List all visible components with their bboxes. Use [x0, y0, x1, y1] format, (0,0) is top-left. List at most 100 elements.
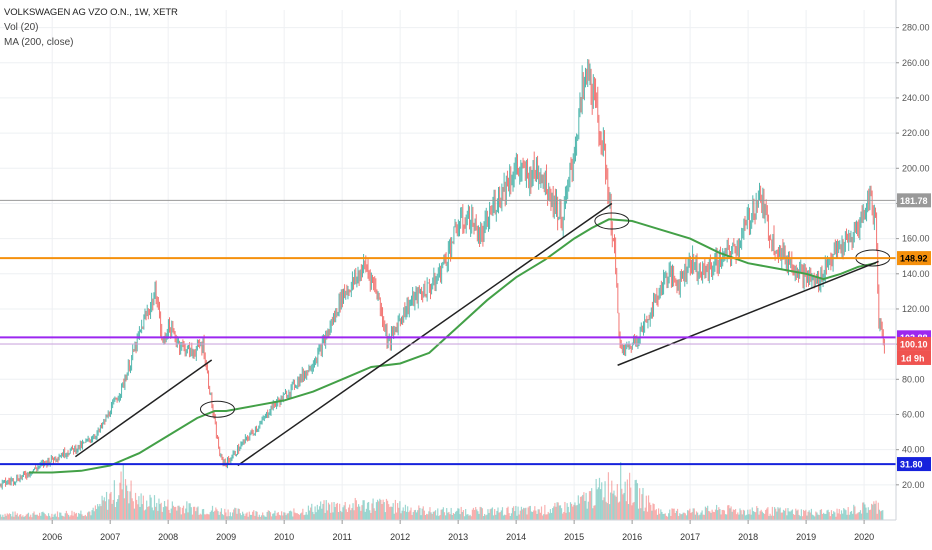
volume-bar [797, 509, 799, 520]
volume-bar [726, 514, 728, 520]
volume-bar [78, 512, 80, 520]
volume-bar [418, 505, 420, 520]
volume-bar [200, 514, 202, 520]
volume-bar [126, 485, 128, 520]
volume-bar [720, 514, 722, 520]
x-tick-label: 2009 [216, 532, 236, 542]
volume-bar [453, 513, 456, 520]
volume-bar [228, 516, 230, 520]
volume-bar [362, 500, 364, 520]
volume-bar [836, 508, 838, 520]
volume-bar [265, 516, 267, 520]
volume-bar [438, 516, 440, 520]
volume-bar [729, 508, 731, 520]
volume-bar [97, 504, 99, 520]
volume-bar [371, 503, 373, 520]
volume-bar [719, 509, 721, 520]
volume-bar [158, 498, 160, 520]
volume-bar [508, 513, 510, 520]
volume-bar [100, 506, 102, 520]
volume-bar [873, 501, 875, 520]
volume-bar [214, 510, 216, 520]
ma-indicator-label[interactable]: MA (200, close) [4, 37, 74, 48]
volume-bar [505, 515, 507, 520]
volume-bar [437, 508, 439, 520]
volume-bar [53, 514, 55, 520]
volume-bar [752, 511, 755, 520]
volume-bar [199, 513, 201, 520]
volume-bar [86, 512, 89, 520]
volume-bar [311, 503, 313, 520]
volume-bar [130, 480, 132, 520]
volume-bar [274, 510, 276, 520]
volume-bar [205, 514, 207, 520]
volume-bar [417, 510, 419, 520]
volume-bar [13, 516, 15, 520]
volume-bar [93, 511, 95, 520]
volume-bar [583, 492, 585, 520]
volume-bar [881, 510, 883, 520]
volume-indicator-label[interactable]: Vol (20) [4, 22, 39, 33]
volume-bar [415, 512, 418, 520]
volume-bar [460, 506, 462, 520]
volume-bar [458, 508, 460, 520]
volume-bar [743, 510, 746, 520]
volume-bar [301, 512, 303, 520]
volume-bar [272, 513, 274, 520]
volume-bar [345, 509, 347, 520]
volume-bar [663, 513, 665, 520]
y-tick-label: 240.00 [902, 93, 930, 103]
volume-bar [837, 513, 839, 520]
volume-bar [382, 499, 384, 520]
volume-bar [695, 511, 698, 520]
volume-bar [761, 511, 763, 520]
volume-bar [647, 495, 650, 520]
volume-bar [798, 514, 800, 520]
volume-bar [758, 514, 760, 520]
volume-bar [71, 510, 73, 520]
grid-lines [0, 10, 896, 520]
volume-bar [814, 516, 816, 520]
level-badge-label: 31.80 [900, 460, 923, 470]
y-tick-label: 40.00 [902, 445, 925, 455]
volume-bar [459, 514, 461, 520]
trendline-2 [237, 202, 613, 467]
volume-bar [792, 514, 795, 520]
volume-bar [178, 505, 180, 520]
volume-bar [515, 505, 517, 520]
volume-bar [494, 509, 496, 520]
volume-bar [842, 513, 844, 520]
volume-bar [36, 514, 39, 520]
volume-bar [645, 495, 647, 520]
volume-bar [74, 513, 76, 520]
x-tick-label: 2007 [100, 532, 120, 542]
volume-bar [854, 506, 856, 520]
volume-bar [642, 487, 644, 520]
volume-bar [767, 507, 769, 520]
volume-bar [0, 514, 2, 520]
volume-bar [111, 503, 113, 520]
volume-bar [734, 508, 737, 520]
volume-bar [400, 513, 402, 520]
volume-bar [875, 500, 877, 520]
volume-bar [485, 515, 487, 520]
volume-bar [412, 512, 414, 520]
volume-bar [546, 514, 548, 520]
volume-bar [235, 508, 237, 520]
volume-bar [133, 508, 136, 520]
volume-bar [757, 507, 759, 520]
volume-bar [344, 501, 346, 520]
volume-bar [577, 495, 579, 520]
volume-bar [185, 508, 187, 520]
volume-bar [805, 509, 807, 520]
volume-bar [787, 508, 789, 520]
volume-bar [155, 506, 157, 520]
volume-bar [659, 513, 661, 520]
volume-bar [625, 501, 627, 520]
volume-bar [467, 514, 469, 520]
volume-bar [249, 514, 252, 520]
volume-bar [678, 515, 680, 520]
volume-bar [622, 494, 624, 520]
level-badge-label: 148.92 [900, 254, 928, 264]
